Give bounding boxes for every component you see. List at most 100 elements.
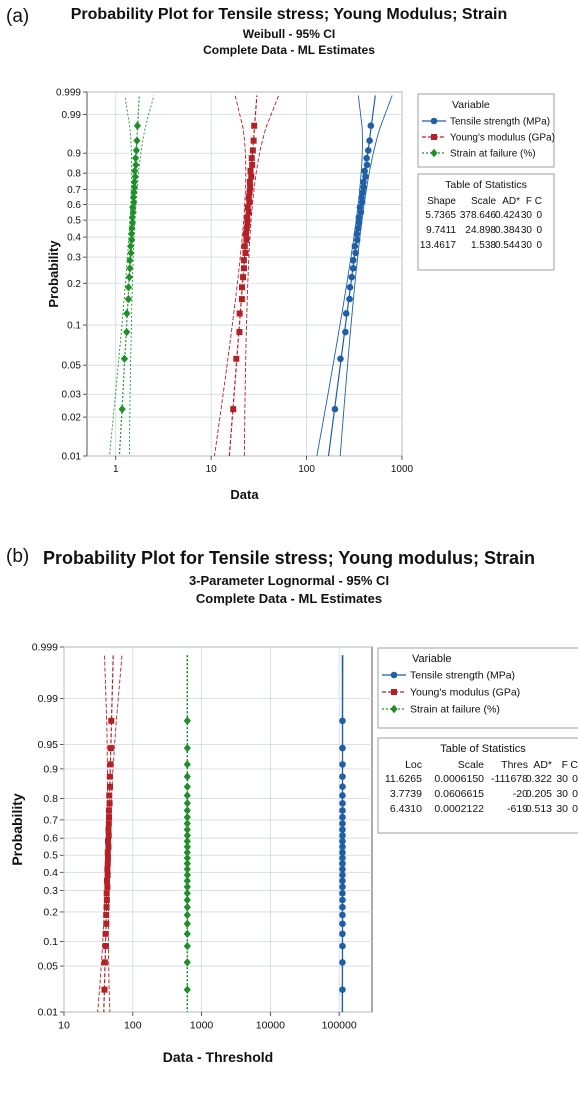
young-s-modulus-gpa-point xyxy=(246,189,253,196)
young-s-modulus-gpa-point xyxy=(240,257,247,264)
stats-table-cell: -20 xyxy=(513,788,528,800)
young-s-modulus-gpa-point xyxy=(245,209,252,216)
tensile-strength-mpa-point xyxy=(367,122,375,130)
young-s-modulus-gpa-point xyxy=(103,912,110,919)
strain-at-failure-point xyxy=(123,327,131,337)
x-tick-label: 10 xyxy=(206,464,218,475)
y-tick-label: 0.99 xyxy=(62,110,82,121)
strain-at-failure-point xyxy=(118,404,126,414)
strain-at-failure-point xyxy=(183,929,191,939)
young-s-modulus-gpa-point xyxy=(243,236,250,243)
young-s-modulus-gpa-point xyxy=(247,167,254,174)
y-axis-label: Probability xyxy=(46,240,61,308)
stats-table-cell: 3.7739 xyxy=(390,788,422,800)
legend-title: Variable xyxy=(412,653,452,665)
stats-table-cell: 0.205 xyxy=(526,788,552,800)
y-tick-label: 0.6 xyxy=(43,833,58,845)
young-s-modulus-gpa-point xyxy=(248,155,255,162)
young-s-modulus-gpa-point xyxy=(104,883,111,890)
stats-table-box xyxy=(377,737,578,834)
young-s-modulus-gpa-point xyxy=(104,849,111,856)
young-s-modulus-gpa-point xyxy=(244,219,251,226)
young-s-modulus-gpa-point xyxy=(103,896,110,903)
strain-at-failure-point xyxy=(183,831,191,840)
young-s-modulus-gpa-point xyxy=(107,783,114,790)
young-s-modulus-gpa-point xyxy=(238,296,245,303)
legend-label: Strain at failure (%) xyxy=(450,149,536,160)
y-tick-label: 0.4 xyxy=(67,233,81,244)
young-s-modulus-gpa-point xyxy=(106,800,113,807)
tensile-strength-mpa-point xyxy=(361,167,368,175)
y-tick-label: 0.03 xyxy=(62,390,82,401)
young-s-modulus-gpa-point xyxy=(107,761,114,768)
x-axis-label: Data - Threshold xyxy=(163,1049,273,1065)
y-tick-label: 0.7 xyxy=(43,814,58,826)
chart-title: Probability Plot for Tensile stress; You… xyxy=(42,548,536,568)
strain-at-failure-point xyxy=(133,136,141,145)
tensile-strength-mpa-point xyxy=(339,744,346,752)
tensile-strength-mpa-point xyxy=(339,843,346,851)
chart-titles: Probability Plot for Tensile stress; You… xyxy=(0,6,578,57)
tensile-strength-mpa-point xyxy=(349,256,357,264)
y-tick-label: 0.05 xyxy=(62,361,82,372)
strain-at-failure-point xyxy=(126,256,134,265)
tensile-strength-mpa-point xyxy=(339,942,346,950)
young-s-modulus-gpa-point xyxy=(102,930,109,937)
tensile-strength-mpa-point xyxy=(339,799,346,807)
strain-at-failure-point xyxy=(183,910,191,920)
young-s-modulus-gpa-point xyxy=(250,137,257,144)
x-tick-label: 100 xyxy=(124,1020,142,1032)
strain-at-failure-point xyxy=(132,160,140,170)
tensile-strength-mpa-point xyxy=(365,147,372,154)
strain-at-failure-point xyxy=(183,941,191,951)
tensile-strength-mpa-point xyxy=(339,837,346,845)
tensile-strength-mpa-point xyxy=(339,986,346,993)
young-s-modulus-gpa-point xyxy=(104,838,111,845)
young-s-modulus-gpa-point xyxy=(240,265,247,272)
young-s-modulus-gpa-point xyxy=(105,826,112,833)
tensile-strength-mpa-point xyxy=(339,959,346,966)
tensile-strength-mpa-point xyxy=(339,717,346,725)
tensile-strength-mpa-point xyxy=(346,283,354,291)
tensile-strength-mpa-point xyxy=(339,911,346,919)
x-tick-label: 10 xyxy=(58,1020,70,1032)
young-s-modulus-gpa-point xyxy=(244,204,251,211)
young-s-modulus-gpa-point xyxy=(246,179,253,186)
stats-table-cell: 9.7411 xyxy=(426,225,456,236)
stats-table-header: C xyxy=(570,759,578,771)
stats-table-cell: 0 xyxy=(572,803,578,815)
x-axis-label: Data xyxy=(230,487,259,502)
y-tick-label: 0.9 xyxy=(43,763,58,775)
young-s-modulus-gpa-point xyxy=(105,820,112,827)
strain-at-failure-point xyxy=(132,146,140,155)
young-s-modulus-gpa-point xyxy=(245,194,252,201)
tensile-strength-mpa-point xyxy=(339,773,346,780)
young-s-modulus-gpa-point xyxy=(104,860,111,867)
stats-table-cell: 0 xyxy=(536,240,542,251)
legend-marker-tensile-strength-mpa xyxy=(430,117,438,125)
strain-at-failure-point xyxy=(131,166,139,176)
young-s-modulus-gpa-point xyxy=(230,406,237,413)
legend-label: Tensile strength (MPa) xyxy=(410,670,515,682)
x-tick-label: 100 xyxy=(298,464,315,475)
y-tick-label: 0.1 xyxy=(43,936,58,948)
y-tick-label: 0.5 xyxy=(43,850,58,862)
young-s-modulus-gpa-point xyxy=(243,230,250,237)
young-s-modulus-gpa-point xyxy=(233,355,240,362)
tensile-strength-mpa-point xyxy=(358,198,366,206)
y-tick-label: 0.4 xyxy=(43,867,58,879)
young-s-modulus-gpa-point xyxy=(102,943,109,950)
tensile-strength-mpa-point xyxy=(339,930,346,938)
legend-box xyxy=(417,93,555,168)
stats-table-cell: 24.898 xyxy=(465,225,496,236)
tensile-strength-mpa-point xyxy=(348,273,356,281)
tensile-strength-mpa-point xyxy=(331,405,339,413)
stats-table-cell: 0 xyxy=(572,773,578,785)
young-s-modulus-gpa-point xyxy=(106,814,113,821)
plot-area xyxy=(63,646,373,1013)
legend-marker-tensile-strength-mpa xyxy=(390,671,398,679)
tensile-strength-mpa-point xyxy=(339,761,346,768)
tensile-strength-mpa-point xyxy=(363,161,371,169)
strain-at-failure-point xyxy=(183,919,191,928)
stats-table-cell: 11.6265 xyxy=(385,773,422,785)
